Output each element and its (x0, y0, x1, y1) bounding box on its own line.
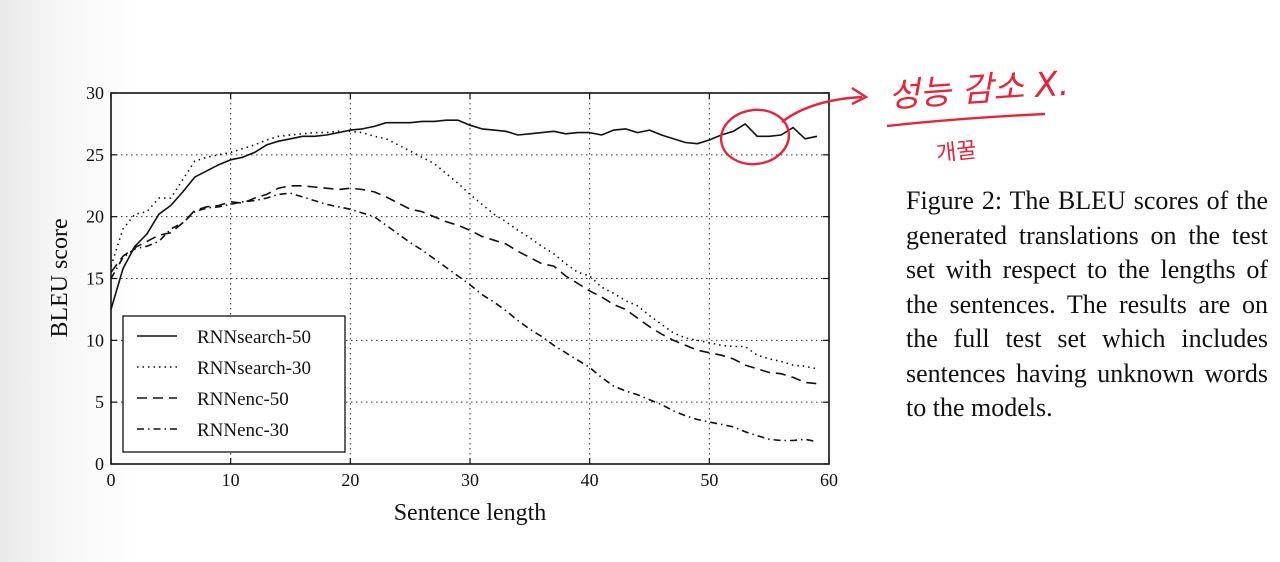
x-tick-label: 20 (341, 470, 359, 490)
series-line-rnnsearch-50 (110, 119, 818, 310)
x-axis-label: Sentence length (394, 500, 547, 526)
y-tick-label: 30 (86, 83, 104, 103)
legend-label: RNNenc-30 (197, 420, 289, 441)
axis-ticks: 0 10 20 30 40 50 60 0 5 10 15 20 25 30 (86, 83, 838, 490)
y-axis-label: BLEU score (47, 218, 73, 337)
y-tick-label: 0 (95, 454, 104, 474)
handwritten-annotation (719, 86, 1046, 166)
y-tick-label: 10 (86, 330, 104, 350)
x-tick-label: 60 (820, 470, 838, 490)
underline-stroke (886, 112, 1046, 128)
series-line-rnnenc-50 (110, 185, 818, 385)
x-tick-label: 30 (461, 470, 479, 490)
y-tick-label: 25 (86, 145, 104, 165)
y-tick-label: 20 (86, 207, 104, 227)
series-line-rnnenc-30 (110, 192, 818, 443)
arrow-head-icon (851, 86, 869, 106)
grid-lines (111, 93, 829, 464)
y-tick-label: 5 (95, 392, 104, 412)
annotation-sub-text: 개꿀 (935, 137, 978, 168)
x-tick-label: 40 (581, 470, 599, 490)
x-tick-label: 10 (222, 470, 240, 490)
series-lines (110, 119, 818, 443)
legend-label: RNNenc-50 (197, 389, 289, 410)
y-tick-label: 15 (86, 269, 104, 289)
x-tick-label: 50 (700, 470, 718, 490)
x-tick-label: 0 (107, 470, 116, 490)
legend: RNNsearch-50 RNNsearch-30 RNNenc-50 RNNenc-… (122, 315, 346, 453)
figure-caption: Figure 2: The BLEU scores of the generat… (906, 186, 1268, 422)
legend-label: RNNsearch-30 (197, 358, 311, 379)
annotation-arrow (781, 95, 863, 123)
legend-label: RNNsearch-50 (197, 327, 311, 348)
highlight-circle (719, 108, 791, 166)
